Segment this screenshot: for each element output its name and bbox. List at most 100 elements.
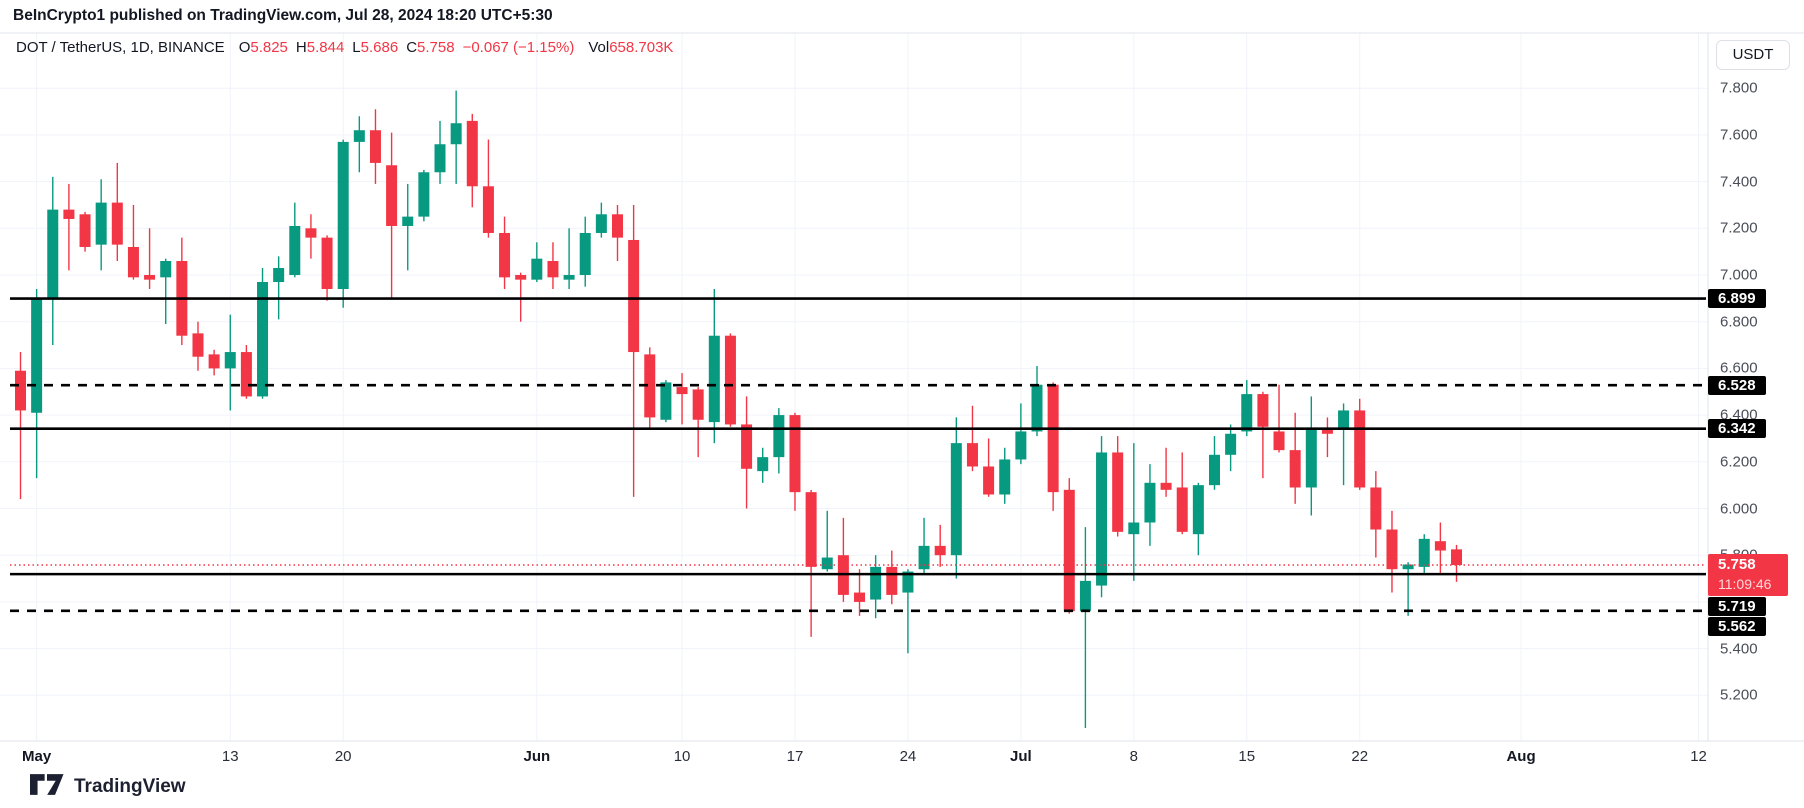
- candle-body: [95, 202, 107, 245]
- candle-body: [1257, 394, 1269, 427]
- candle-body: [1354, 410, 1366, 488]
- candle-body: [1015, 431, 1027, 460]
- candle-body: [1370, 487, 1382, 530]
- candle-body: [1338, 410, 1350, 430]
- candle-body: [1160, 482, 1172, 490]
- open-value: 5.825: [250, 39, 288, 56]
- candle-body: [628, 239, 640, 353]
- low-value: 5.686: [360, 39, 399, 56]
- candle-body: [127, 246, 139, 278]
- candle-body: [31, 298, 43, 413]
- candle-body: [902, 571, 914, 593]
- candle-body: [1112, 452, 1124, 532]
- candle-body: [660, 382, 672, 420]
- high-label: H: [295, 39, 307, 56]
- candle-body: [224, 352, 236, 369]
- volume-label: Vol: [588, 39, 610, 56]
- candle-body: [1418, 538, 1430, 567]
- tradingview-brand-text: TradingView: [74, 776, 186, 797]
- candle-body: [1192, 485, 1204, 535]
- symbol-name[interactable]: DOT / TetherUS, 1D, BINANCE: [16, 39, 225, 56]
- candle-body: [1176, 487, 1188, 532]
- candle-body: [854, 592, 866, 602]
- published-header: BeInCrypto1 published on TradingView.com…: [13, 7, 553, 24]
- candle-body: [144, 275, 156, 280]
- candle-body: [870, 566, 882, 600]
- candle-body: [579, 232, 591, 275]
- candle-body: [1096, 452, 1108, 586]
- candle-body: [160, 260, 172, 278]
- candle-body: [950, 443, 962, 556]
- candle-body: [1321, 429, 1333, 434]
- close-value: 5.758: [417, 39, 455, 56]
- candle-body: [499, 232, 511, 278]
- candle-body: [1289, 450, 1301, 488]
- candle-body: [757, 457, 769, 472]
- candle-body: [692, 389, 704, 420]
- candle-body: [321, 237, 333, 290]
- candle-body: [257, 282, 269, 397]
- candle-body: [208, 354, 220, 369]
- candle-body: [1305, 429, 1317, 488]
- candle-body: [1079, 580, 1091, 612]
- symbol-legend[interactable]: DOT / TetherUS, 1D, BINANCE O5.825 H5.844 L…: [16, 39, 681, 56]
- low-label: L: [352, 39, 361, 56]
- candle-body: [482, 186, 494, 233]
- candle-body: [966, 443, 978, 467]
- candle-body: [192, 333, 204, 357]
- candle-body: [1144, 482, 1156, 523]
- candle-body: [1451, 549, 1463, 566]
- candle-body: [15, 370, 26, 411]
- candle-body: [886, 566, 898, 595]
- candle-body: [547, 260, 559, 278]
- candle-body: [1208, 454, 1220, 486]
- candle-body: [466, 120, 478, 187]
- candle-body: [934, 545, 946, 556]
- candle-body: [983, 466, 995, 495]
- candle-body: [79, 214, 91, 247]
- candle-body: [337, 141, 349, 290]
- high-value: 5.844: [306, 39, 345, 56]
- candle-body: [805, 492, 817, 567]
- candle-body: [1225, 433, 1237, 455]
- candle-body: [1241, 394, 1253, 432]
- change-value: −0.067 (−1.15%): [462, 39, 575, 56]
- candle-body: [369, 130, 381, 163]
- candle-body: [741, 424, 753, 469]
- candle-body: [63, 209, 75, 219]
- open-label: O: [238, 39, 251, 56]
- candle-body: [724, 335, 736, 425]
- candle-body: [1128, 522, 1140, 535]
- candle-body: [353, 130, 365, 142]
- candle-body: [918, 545, 930, 570]
- candle-body: [1063, 489, 1075, 612]
- candle-body: [240, 352, 252, 397]
- candle-body: [47, 209, 59, 299]
- candle-body: [789, 415, 801, 493]
- candle-body: [305, 228, 317, 238]
- tradingview-logo-icon: [30, 774, 64, 800]
- candle-body: [773, 415, 785, 458]
- candle-body: [644, 354, 656, 418]
- candle-body: [515, 275, 527, 280]
- candle-body: [1273, 431, 1285, 451]
- candle-body: [999, 459, 1011, 495]
- candle-body: [402, 216, 414, 226]
- volume-value: 658.703K: [609, 39, 674, 56]
- candle-body: [1434, 541, 1446, 551]
- currency-toggle-button[interactable]: USDT: [1716, 40, 1790, 70]
- candle-body: [418, 172, 430, 217]
- candle-body: [1031, 384, 1043, 432]
- candle-body: [708, 335, 720, 423]
- candle-body: [273, 267, 285, 283]
- candle-body: [450, 123, 462, 145]
- candle-body: [1402, 564, 1414, 570]
- candle-body: [595, 214, 607, 233]
- tradingview-brand[interactable]: TradingView: [30, 774, 186, 800]
- candle-body: [531, 258, 543, 280]
- candle-body: [1047, 384, 1059, 493]
- candle-body: [386, 165, 398, 226]
- candle-body: [821, 557, 833, 570]
